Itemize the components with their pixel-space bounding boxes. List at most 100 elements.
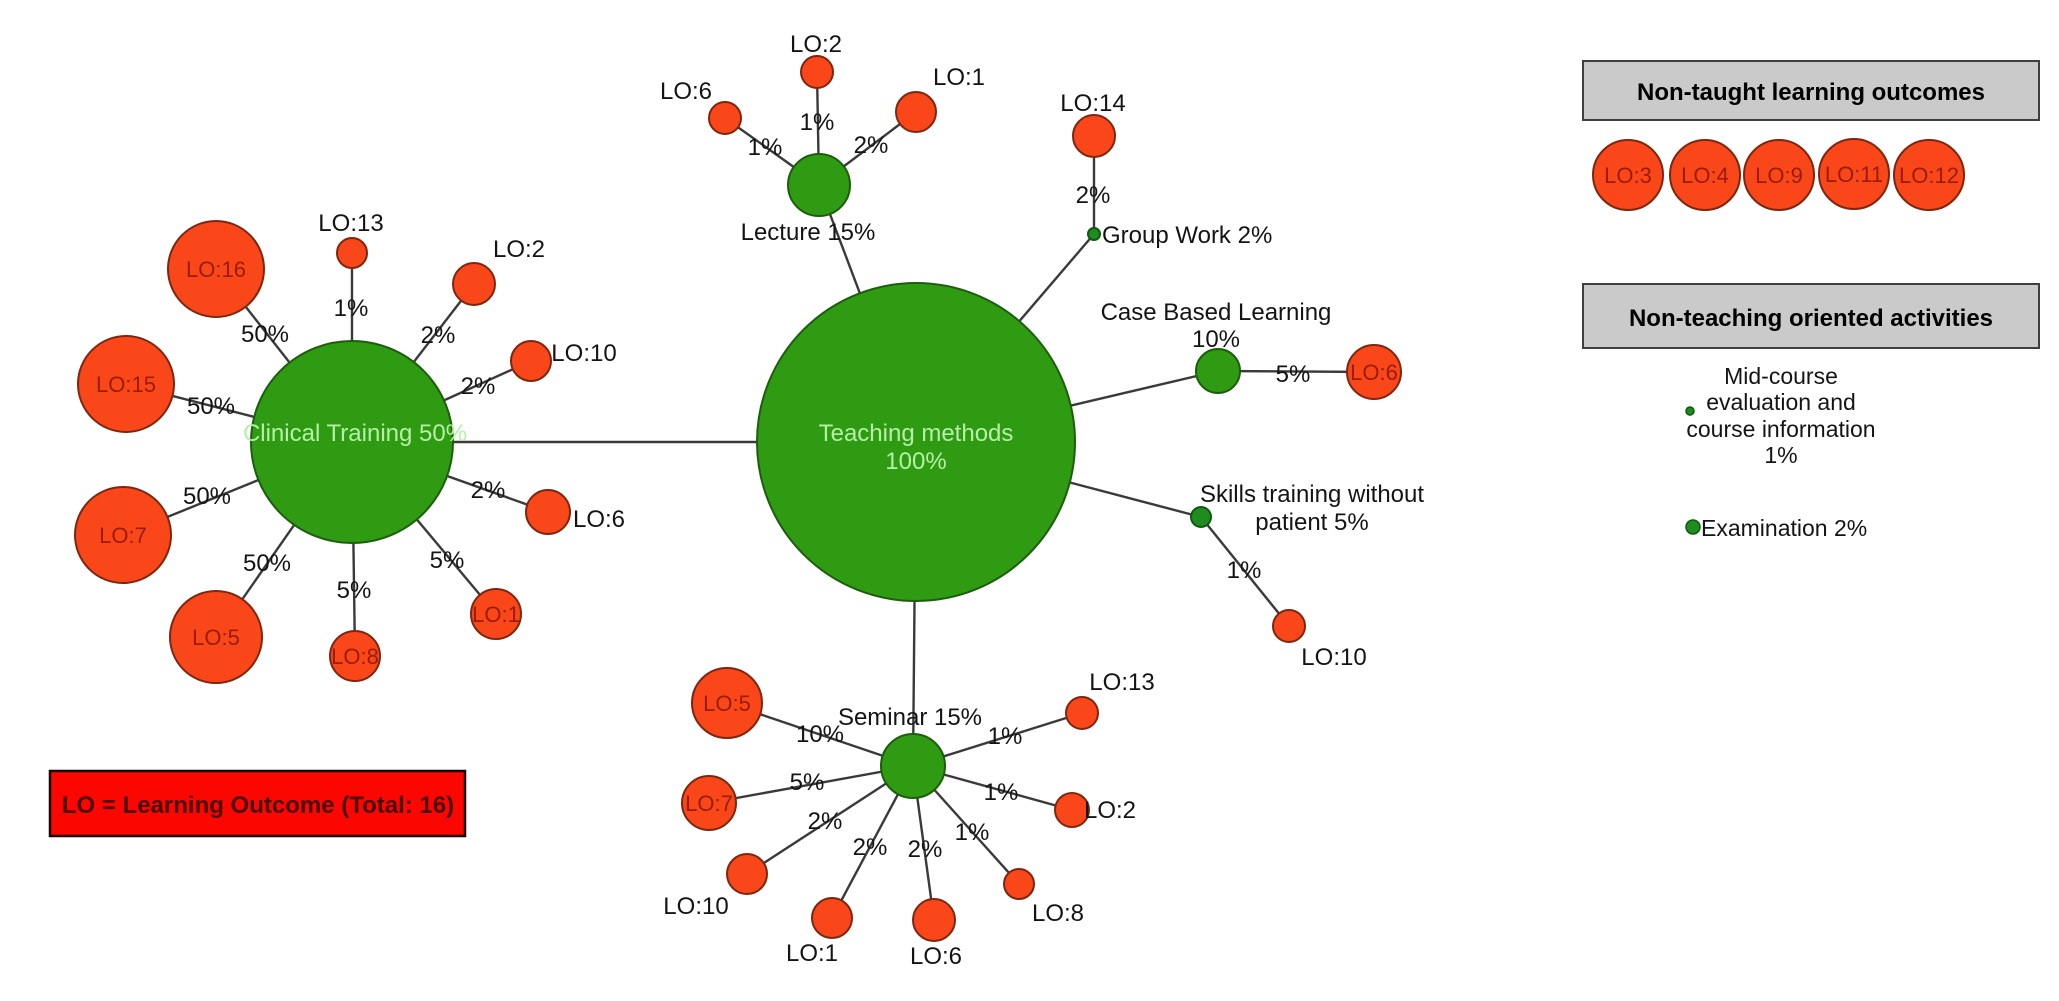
legend-outcome-label-1: LO:4 xyxy=(1681,163,1729,188)
legend-header-non-taught-box xyxy=(1582,60,2040,121)
edge-label-clinical-ct-lo1: 5% xyxy=(430,547,465,574)
node-circle-ct-lo7 xyxy=(74,486,172,584)
node-label-cbl-line0: Case Based Learning xyxy=(1101,299,1332,326)
node-label-lec-lo2: LO:2 xyxy=(790,31,842,58)
legend-outcome-circle-1 xyxy=(1669,139,1741,211)
edge-label-lecture-lec-lo6: 1% xyxy=(748,134,783,161)
legend-examination-label: Examination 2% xyxy=(1701,515,1867,541)
node-label-sem-lo8: LO:8 xyxy=(1032,900,1084,927)
node-circle-ct-lo5 xyxy=(169,590,263,684)
edge-label-seminar-sem-lo5: 10% xyxy=(796,721,844,748)
node-circle-ct-lo15 xyxy=(77,335,175,433)
legend-header-non-teaching-title: Non-teaching oriented activities xyxy=(1629,305,1993,332)
legend-outcome-circle-0 xyxy=(1592,139,1664,211)
legend-examination-dot xyxy=(1685,519,1701,535)
edge-label-clinical-ct-lo2: 2% xyxy=(421,322,456,349)
legend-outcome-circle-3 xyxy=(1818,138,1890,210)
node-label-cbl-lo6: LO:6 xyxy=(1350,360,1398,385)
node-circle-ct-lo10 xyxy=(510,340,552,382)
node-label-groupwork: Group Work 2% xyxy=(1102,222,1272,249)
edge-label-seminar-sem-lo7: 5% xyxy=(790,769,825,796)
edge-label-seminar-sem-lo1: 2% xyxy=(853,834,888,861)
node-circle-ct-lo8 xyxy=(329,630,381,682)
edge-label-lecture-lec-lo2: 1% xyxy=(800,109,835,136)
edge-line-seminar-sem-lo7 xyxy=(708,764,914,805)
node-label-sem-lo1: LO:1 xyxy=(786,940,838,967)
legend-layer: Non-taught learning outcomes LO:3 LO:4 LO:9… xyxy=(1582,60,2040,541)
node-circle-sk-lo10 xyxy=(1272,609,1306,643)
edge-label-groupwork-gw-lo14: 2% xyxy=(1076,182,1111,209)
node-label-ct-lo15: LO:15 xyxy=(96,372,156,397)
edge-label-clinical-ct-lo15: 50% xyxy=(187,393,235,420)
edge-label-seminar-sem-lo13: 1% xyxy=(988,723,1023,750)
legend-header-non-taught-title: Non-taught learning outcomes xyxy=(1637,79,1985,106)
edge-label-seminar-sem-lo8: 1% xyxy=(955,819,990,846)
node-label-teaching-line0: Teaching methods xyxy=(819,420,1014,447)
node-label-skills-line0: Skills training without xyxy=(1200,481,1424,508)
node-circle-cbl-lo6 xyxy=(1346,344,1402,400)
node-label-ct-lo1: LO:1 xyxy=(472,602,520,627)
legend-outcome-label-0: LO:3 xyxy=(1604,163,1652,188)
legend-midcourse-line1: evaluation and xyxy=(1706,389,1856,415)
node-label-ct-lo2: LO:2 xyxy=(493,236,545,263)
node-circle-ct-lo2 xyxy=(452,262,496,306)
node-label-ct-lo5: LO:5 xyxy=(192,625,240,650)
node-label-sem-lo7: LO:7 xyxy=(685,791,733,816)
node-label-cbl-line1: 10% xyxy=(1192,326,1240,353)
node-label-ct-lo8: LO:8 xyxy=(331,644,379,669)
edge-line-skills-sk-lo10 xyxy=(1200,516,1290,627)
caption-layer: LO = Learning Outcome (Total: 16) xyxy=(48,769,467,838)
legend-midcourse-line0: Mid-course xyxy=(1724,363,1838,389)
node-label-ct-lo16: LO:16 xyxy=(186,257,246,282)
edge-label-seminar-sem-lo2: 1% xyxy=(984,779,1019,806)
node-circle-ct-lo13 xyxy=(336,237,368,269)
legend-outcome-label-3: LO:11 xyxy=(1825,162,1883,187)
legend-outcome-label-2: LO:9 xyxy=(1755,163,1803,188)
edge-label-seminar-sem-lo6: 2% xyxy=(908,836,943,863)
edge-label-clinical-ct-lo13: 1% xyxy=(334,295,369,322)
node-circle-sem-lo13 xyxy=(1065,696,1099,730)
node-label-clinical-line0: Clinical Training 50% xyxy=(243,420,467,447)
legend-outcome-label-4: LO:12 xyxy=(1899,163,1959,188)
edge-label-skills-sk-lo10: 1% xyxy=(1227,557,1262,584)
caption-box xyxy=(48,769,467,838)
edge-label-lecture-lec-lo1: 2% xyxy=(854,132,889,159)
node-circle-sem-lo1 xyxy=(811,897,853,939)
edge-label-seminar-sem-lo10: 2% xyxy=(808,808,843,835)
node-circle-sem-lo6 xyxy=(912,898,956,942)
node-circle-teaching xyxy=(756,282,1076,602)
edge-label-clinical-ct-lo8: 5% xyxy=(337,577,372,604)
node-label-gw-lo14: LO:14 xyxy=(1060,90,1125,117)
legend-midcourse-dot xyxy=(1685,406,1695,416)
node-label-lec-lo1: LO:1 xyxy=(933,64,985,91)
node-circle-skills xyxy=(1190,506,1212,528)
node-circle-cbl xyxy=(1195,348,1241,394)
node-circle-ct-lo1 xyxy=(470,588,522,640)
node-circle-lec-lo1 xyxy=(895,91,937,133)
node-circle-sem-lo10 xyxy=(726,853,768,895)
legend-outcome-circle-2 xyxy=(1743,139,1815,211)
node-label-ct-lo13: LO:13 xyxy=(318,210,383,237)
edge-label-clinical-ct-lo10: 2% xyxy=(461,373,496,400)
node-circle-sem-lo2 xyxy=(1054,792,1090,828)
node-label-ct-lo10: LO:10 xyxy=(551,340,616,367)
edge-line-seminar-sem-lo10 xyxy=(746,764,914,876)
legend-midcourse-line3: 1% xyxy=(1764,442,1797,468)
edge-label-clinical-ct-lo16: 50% xyxy=(241,321,289,348)
node-label-sem-lo13: LO:13 xyxy=(1089,669,1154,696)
node-circle-sem-lo8 xyxy=(1003,868,1035,900)
node-circle-groupwork xyxy=(1087,227,1101,241)
legend-header-non-teaching-box xyxy=(1582,283,2040,349)
node-label-sem-lo5: LO:5 xyxy=(703,691,751,716)
node-label-ct-lo7: LO:7 xyxy=(99,523,147,548)
node-label-sk-lo10: LO:10 xyxy=(1301,644,1366,671)
node-circle-ct-lo16 xyxy=(167,220,265,318)
edge-label-clinical-ct-lo5: 50% xyxy=(243,550,291,577)
edge-label-clinical-ct-lo7: 50% xyxy=(183,483,231,510)
node-label-skills-line1: patient 5% xyxy=(1255,509,1368,536)
nodes-layer xyxy=(74,55,1402,942)
edge-label-clinical-ct-lo6: 2% xyxy=(471,477,506,504)
